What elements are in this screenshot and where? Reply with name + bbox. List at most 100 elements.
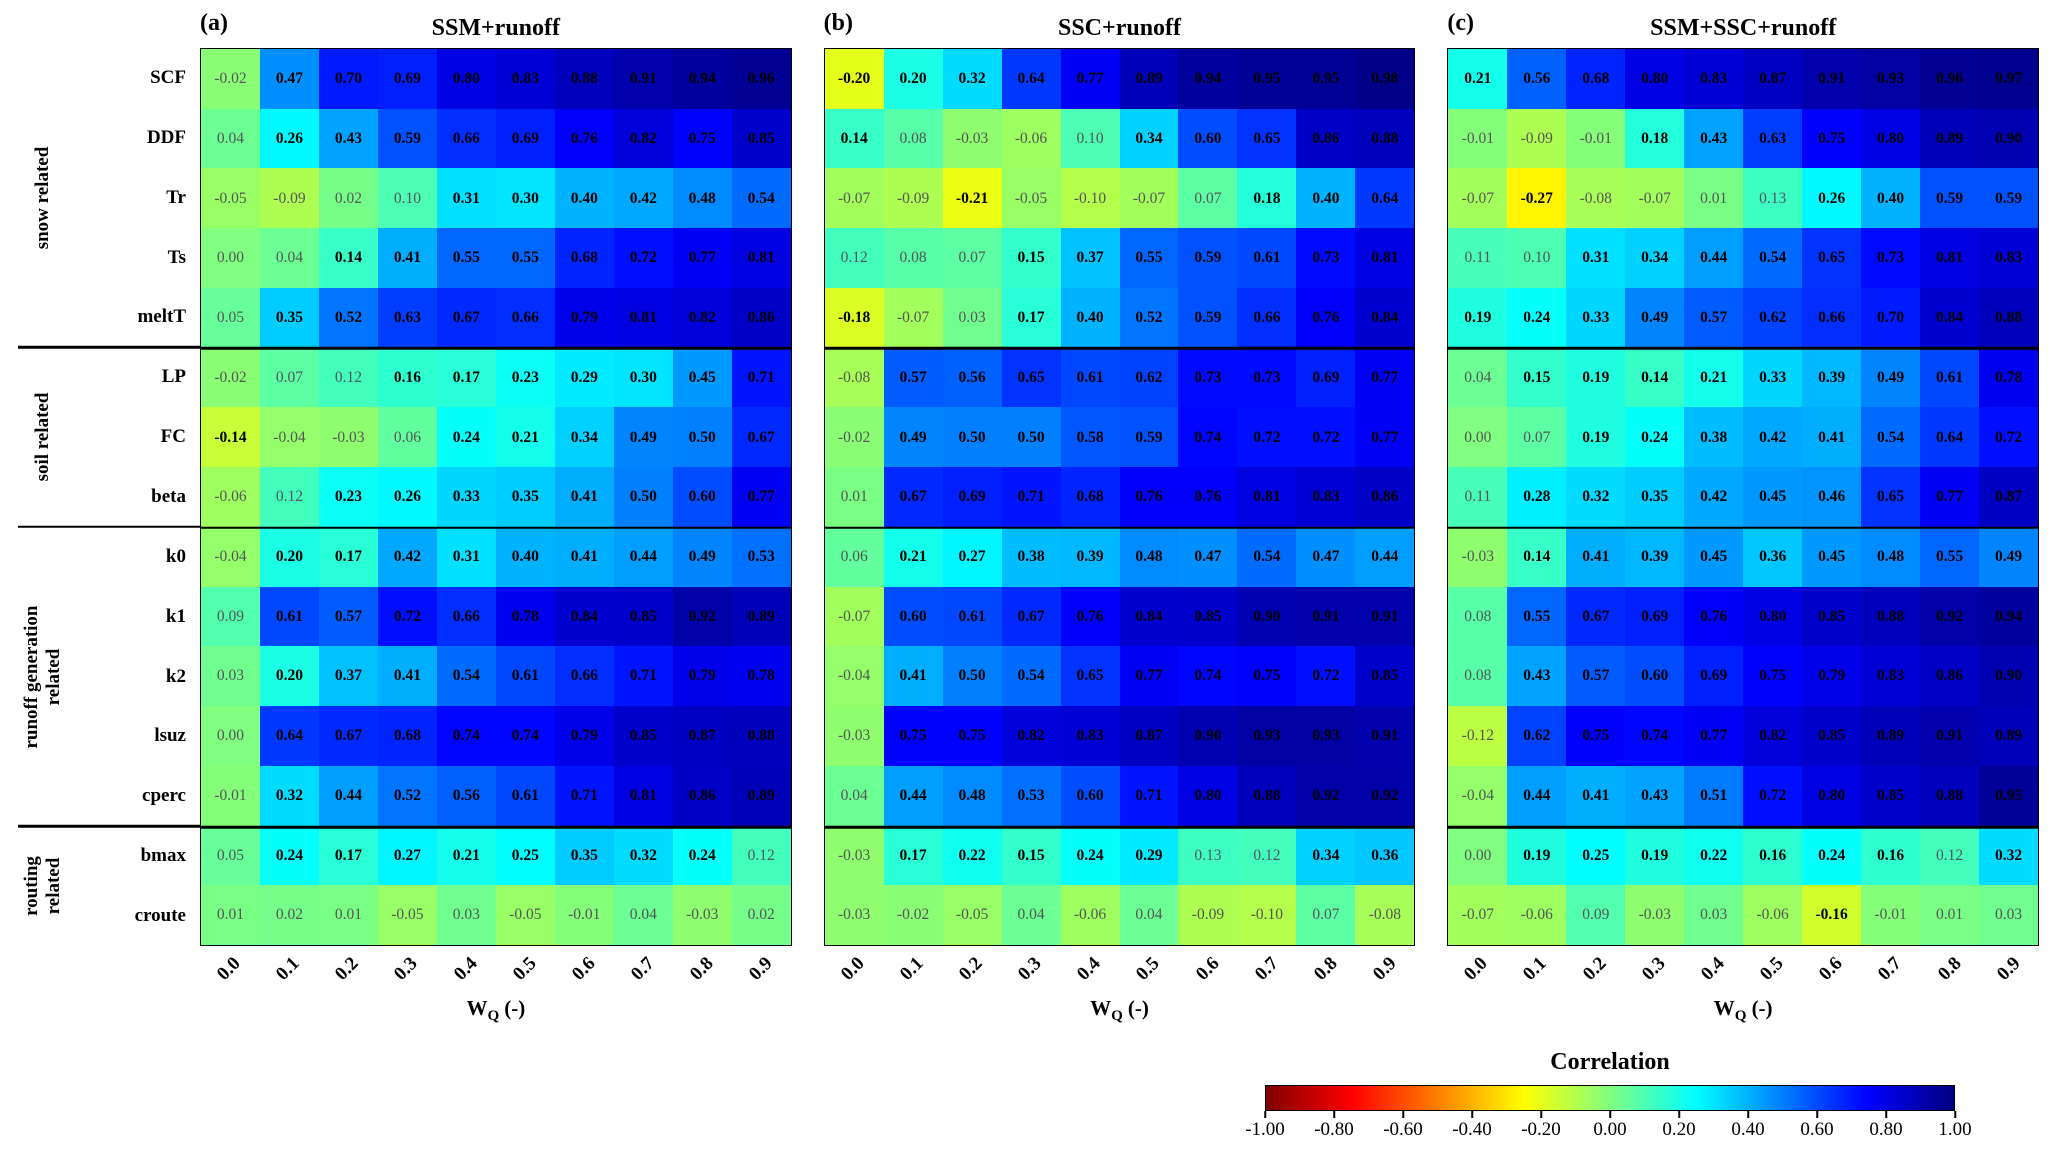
heatmap-cell: 0.03 [201,646,260,707]
row-label: SCF [150,66,186,88]
heatmap-cell: 0.88 [554,49,614,109]
x-tick-label: 0.7 [1874,953,1906,985]
heatmap-cell: -0.07 [883,287,943,348]
heatmap-cell: 0.41 [377,228,437,288]
heatmap-cell: 0.70 [318,49,378,109]
heatmap-cell: -0.27 [1507,168,1567,229]
heatmap-cell: -0.03 [824,706,884,766]
heatmap-cell: 0.11 [1448,467,1508,527]
heatmap-cell: 0.79 [554,706,614,766]
row-label: croute [134,904,186,926]
heatmap-cell: 0.65 [1802,228,1862,288]
heatmap-cell: 0.49 [1979,526,2038,587]
heatmap-cell: 0.23 [495,347,555,408]
heatmap-cell: 0.44 [613,526,673,587]
heatmap-cell: -0.05 [377,885,437,945]
heatmap-cell: 0.85 [1802,586,1862,647]
x-label-sub: Q [1734,1008,1747,1025]
panel-c: (c) SSM+SSC+runoff 0.21 0.56 0.68 0.80 0.83 0… [1447,8,2040,1025]
heatmap-cell: 0.41 [1802,407,1862,468]
heatmap-cell: 0.71 [613,646,673,707]
panel-c-header: (c) SSM+SSC+runoff [1447,8,2039,48]
colorbar-tick [1609,1111,1611,1118]
heatmap-cell: 0.46 [1802,467,1862,527]
heatmap-cell: 0.45 [1802,526,1862,587]
heatmap-cell: 0.83 [1060,706,1120,766]
panel-b-xticks: 0.0 0.1 0.2 0.3 0.4 0.5 0.6 0.7 0.8 0.9 [824,946,1416,996]
heatmap-cell: 0.14 [1507,526,1567,587]
heatmap-cell: 0.07 [1507,407,1567,468]
group-separator-line [201,347,791,350]
heatmap-cell: 0.47 [1178,526,1238,587]
heatmap-cell: 0.45 [1743,467,1803,527]
heatmap-cell: 0.72 [1296,646,1356,707]
heatmap-cell: 0.34 [554,407,614,468]
heatmap-cell: 0.75 [942,706,1002,766]
heatmap-cell: 0.43 [1625,765,1685,826]
heatmap-cell: 0.03 [1684,885,1744,945]
heatmap-cell: 0.91 [1802,49,1862,109]
group-separator-line [18,346,200,349]
panel-c-title: SSM+SSC+runoff [1650,14,1837,41]
heatmap-cell: 0.43 [1684,108,1744,169]
heatmap-cell: 0.54 [1743,228,1803,288]
colorbar-tick [1678,1111,1680,1118]
heatmap-cell: -0.04 [201,526,260,587]
heatmap-cell: 0.08 [1448,586,1508,647]
heatmap-cell: 0.54 [1001,646,1061,707]
heatmap-cell: -0.02 [201,49,260,109]
heatmap-cell: -0.01 [1566,108,1626,169]
heatmap-cell: 0.49 [672,526,732,587]
heatmap-cell: 0.90 [1237,586,1297,647]
x-tick-label: 0.8 [686,953,718,985]
colorbar-tick-label: -0.80 [1314,1119,1354,1140]
heatmap-cell: 0.35 [495,467,555,527]
heatmap-cell: 0.01 [318,885,378,945]
row-label: beta [151,485,186,507]
heatmap-cell: 0.43 [1507,646,1567,707]
heatmap-cell: -0.05 [495,885,555,945]
row-label: cperc [142,785,186,807]
heatmap-cell: 0.50 [613,467,673,527]
heatmap-cell: 0.40 [495,526,555,587]
x-label-sub: Q [487,1008,500,1025]
heatmap-cell: -0.05 [201,168,260,229]
colorbar-tick [1333,1111,1335,1118]
heatmap-cell: 0.60 [883,586,943,647]
heatmap-cell: 0.56 [436,765,496,826]
group-separator-line [824,526,1415,530]
heatmap-cell: 0.14 [1625,347,1685,408]
group-separator-line [1448,347,2039,350]
heatmap-cell: 0.64 [1001,49,1061,109]
colorbar-tick-label: 0.40 [1731,1119,1765,1140]
heatmap-cell: 0.19 [1566,347,1626,408]
heatmap-cell: 0.50 [672,407,732,468]
heatmap-cell: 0.76 [1060,586,1120,647]
heatmap-cell: 0.30 [495,168,555,229]
heatmap-cell: 0.10 [1060,108,1120,169]
heatmap-cell: 0.40 [554,168,614,229]
heatmap-cell: 0.76 [1296,287,1356,348]
heatmap-cell: 0.73 [1237,347,1297,408]
heatmap-cell: 0.77 [1355,347,1415,408]
colorbar-tick-label: 0.80 [1869,1119,1903,1140]
heatmap-cell: -0.06 [1507,885,1567,945]
heatmap-cell: 0.61 [1237,228,1297,288]
heatmap-cell: 0.34 [1625,228,1685,288]
heatmap-cell: 0.63 [1743,108,1803,169]
heatmap-cell: 0.50 [942,407,1002,468]
heatmap-cell: 0.73 [1861,228,1921,288]
heatmap-cell: 0.92 [672,586,732,647]
heatmap-cell: 0.88 [1979,287,2038,348]
heatmap-cell: 0.98 [1355,49,1415,109]
heatmap-cell: -0.02 [883,885,943,945]
heatmap-cell: 0.81 [1237,467,1297,527]
heatmap-cell: 0.39 [1802,347,1862,408]
x-label-unit: (-) [1127,996,1149,1020]
heatmap-cell: 0.20 [883,49,943,109]
heatmap-cell: 0.80 [1861,108,1921,169]
heatmap-cell: 0.69 [495,108,555,169]
heatmap-cell: 0.90 [1178,706,1238,766]
heatmap-cell: 0.61 [1920,347,1980,408]
group-separator-line [18,825,200,828]
